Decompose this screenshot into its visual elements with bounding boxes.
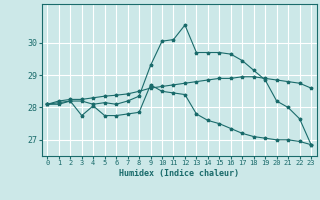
X-axis label: Humidex (Indice chaleur): Humidex (Indice chaleur) (119, 169, 239, 178)
